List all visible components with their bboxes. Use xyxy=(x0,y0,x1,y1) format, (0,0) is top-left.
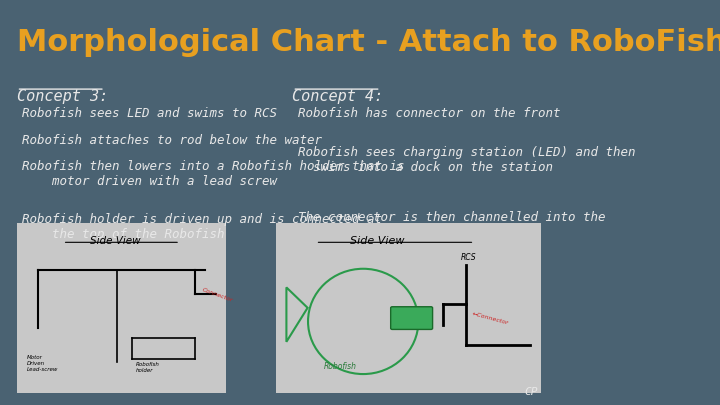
Text: RCS: RCS xyxy=(462,254,477,262)
Text: Connector: Connector xyxy=(201,288,233,303)
Text: Morphological Chart - Attach to RoboFish: Morphological Chart - Attach to RoboFish xyxy=(17,28,720,58)
Text: Robofish
holder: Robofish holder xyxy=(136,362,160,373)
Text: CP: CP xyxy=(524,387,538,397)
Text: Side View: Side View xyxy=(350,237,405,246)
Text: Robofish sees LED and swims to RCS: Robofish sees LED and swims to RCS xyxy=(22,107,277,120)
FancyBboxPatch shape xyxy=(17,223,226,393)
FancyBboxPatch shape xyxy=(391,307,433,329)
Text: Robofish holder is driven up and is connected at
    the top of the Robofish: Robofish holder is driven up and is conn… xyxy=(22,213,382,241)
Text: Side View: Side View xyxy=(90,237,140,246)
Text: Robofish has connector on the front: Robofish has connector on the front xyxy=(298,107,560,120)
Text: Motor
Driven
Lead-screw: Motor Driven Lead-screw xyxy=(27,356,58,372)
Text: Robofish: Robofish xyxy=(323,362,356,371)
Text: ←Connector: ←Connector xyxy=(472,311,510,325)
Text: Robofish attaches to rod below the water: Robofish attaches to rod below the water xyxy=(22,134,322,147)
Text: Concept 4:: Concept 4: xyxy=(292,89,384,104)
Text: The connector is then channelled into the: The connector is then channelled into th… xyxy=(298,211,606,224)
Text: Robofish sees charging station (LED) and then
  swims into a dock on the station: Robofish sees charging station (LED) and… xyxy=(298,146,635,174)
Text: Concept 3:: Concept 3: xyxy=(17,89,108,104)
Text: Robofish then lowers into a Robofish holder that is
    motor driven with a lead: Robofish then lowers into a Robofish hol… xyxy=(22,160,405,188)
FancyBboxPatch shape xyxy=(276,223,541,393)
